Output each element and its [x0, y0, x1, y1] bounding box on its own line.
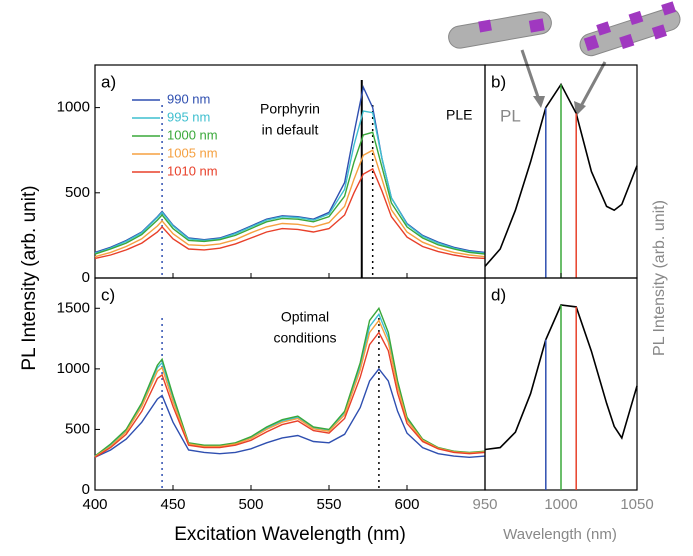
- annotation: in default: [262, 122, 319, 138]
- y-tick-label: 1000: [57, 360, 90, 377]
- annotation: Porphyrin: [260, 101, 320, 117]
- panel-label: d): [491, 285, 506, 304]
- series-line: [94, 110, 486, 254]
- panel-label: c): [101, 285, 115, 304]
- y-axis-label: PL Intensity (arb. unit): [651, 200, 668, 356]
- series-line: [94, 367, 486, 459]
- annotation: Optimal: [281, 309, 329, 325]
- series-line: [94, 149, 486, 258]
- y-tick-label: 0: [82, 269, 90, 286]
- x-tick-label: 1000: [544, 496, 577, 513]
- legend-label: 995 nm: [167, 109, 210, 124]
- x-tick-label: 600: [394, 496, 419, 513]
- annotation: PL: [500, 106, 521, 125]
- annotation: conditions: [273, 330, 336, 346]
- series-line: [94, 319, 486, 458]
- panel-label: a): [101, 72, 116, 91]
- series-line: [94, 131, 486, 255]
- x-tick-label: 950: [472, 496, 497, 513]
- x-tick-label: 1050: [620, 496, 653, 513]
- legend-label: 1000 nm: [167, 127, 218, 142]
- y-tick-label: 0: [82, 481, 90, 498]
- x-axis-label: Wavelength (nm): [503, 526, 617, 543]
- pl-curve: [484, 304, 638, 451]
- annotation: PLE: [446, 107, 472, 123]
- x-axis-label: Excitation Wavelength (nm): [174, 524, 406, 545]
- x-tick-label: 550: [316, 496, 341, 513]
- y-tick-label: 500: [65, 420, 90, 437]
- series-line: [94, 306, 486, 457]
- x-tick-label: 400: [82, 496, 107, 513]
- legend-label: 990 nm: [167, 91, 210, 106]
- nanotube-illustration: [448, 1, 681, 116]
- x-tick-label: 500: [238, 496, 263, 513]
- legend-label: 1010 nm: [167, 163, 218, 178]
- legend-label: 1005 nm: [167, 145, 218, 160]
- y-tick-label: 1000: [57, 99, 90, 116]
- y-axis-label: PL Intensity (arb. unit): [19, 185, 40, 370]
- series-line: [94, 331, 486, 458]
- y-tick-label: 500: [65, 184, 90, 201]
- x-tick-label: 450: [160, 496, 185, 513]
- panel-label: b): [491, 72, 506, 91]
- pl-curve: [484, 82, 638, 267]
- y-tick-label: 1500: [57, 299, 90, 316]
- series-line: [94, 167, 486, 260]
